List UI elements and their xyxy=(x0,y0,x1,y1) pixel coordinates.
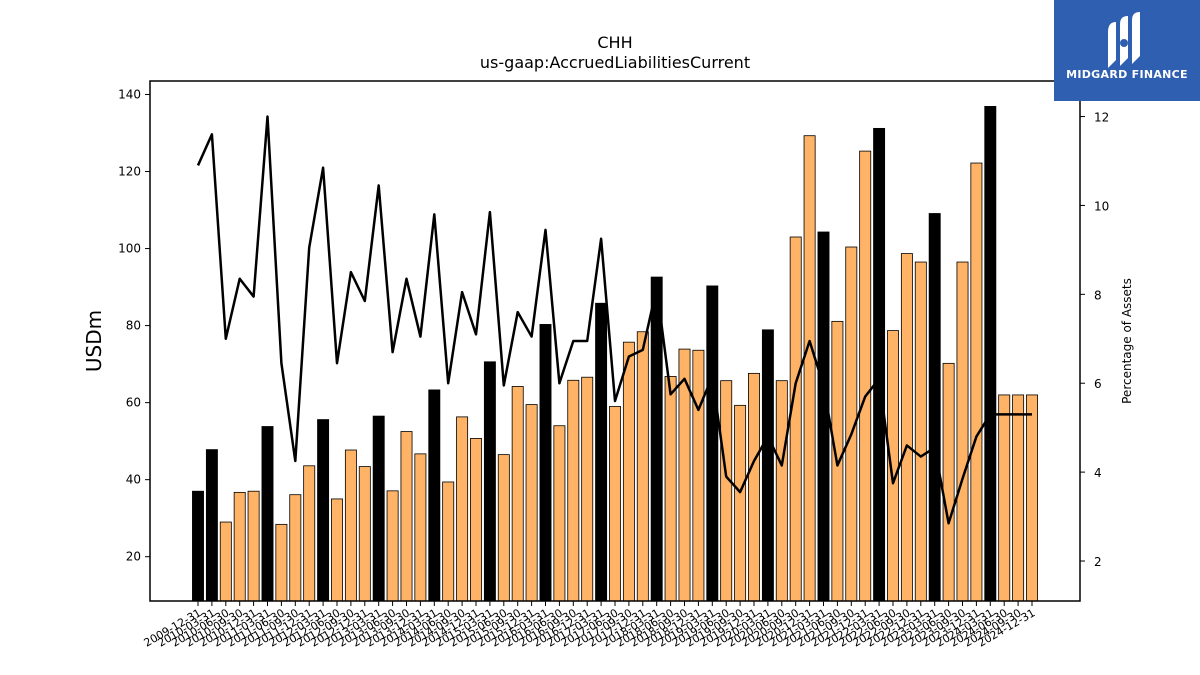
bar xyxy=(748,372,760,602)
bar xyxy=(609,406,621,602)
bar xyxy=(636,331,649,602)
y-axis-right: 2 4 6 8 10 12 xyxy=(1080,111,1109,569)
bar xyxy=(859,150,872,602)
y-tick-label: 100 xyxy=(118,242,141,256)
bar xyxy=(511,386,524,602)
x-axis: 2009-12-312010-03-312010-06-302010-09-30… xyxy=(142,601,1038,650)
bar xyxy=(900,253,913,602)
y2-tick-label: 12 xyxy=(1094,111,1109,125)
bar xyxy=(372,415,385,602)
bar xyxy=(470,438,482,602)
y-tick-label: 40 xyxy=(126,473,141,487)
bar xyxy=(706,285,719,602)
y2-tick-label: 10 xyxy=(1094,199,1109,213)
bar xyxy=(720,380,733,602)
bar xyxy=(581,376,594,602)
bar xyxy=(553,425,566,602)
bar xyxy=(595,302,608,602)
bar xyxy=(803,135,816,602)
brand-logo-text: MIDGARD FINANCE xyxy=(1066,68,1188,81)
bar xyxy=(567,379,580,602)
bar xyxy=(275,523,288,602)
bar xyxy=(442,481,455,602)
y-tick-label: 20 xyxy=(126,550,141,564)
bar xyxy=(664,376,677,602)
bar xyxy=(1026,394,1038,602)
bar xyxy=(358,466,371,602)
y-axis-left: 20 40 60 80 100 120 140 xyxy=(118,87,150,564)
bar xyxy=(956,261,969,602)
bar xyxy=(303,465,316,602)
bar xyxy=(1012,394,1025,602)
bar xyxy=(873,127,886,602)
bar xyxy=(942,362,955,602)
y2-tick-label: 2 xyxy=(1094,555,1102,569)
bar xyxy=(261,426,274,602)
bar xyxy=(928,213,941,602)
y2-tick-label: 4 xyxy=(1094,466,1102,480)
y-tick-label: 80 xyxy=(126,319,141,333)
chart-title: CHH xyxy=(597,33,632,52)
bar xyxy=(331,498,343,602)
bar xyxy=(317,419,330,602)
bar xyxy=(289,494,302,602)
bar xyxy=(219,521,232,602)
bar xyxy=(428,389,441,602)
bar xyxy=(456,416,469,602)
y-tick-label: 120 xyxy=(118,165,141,179)
bar xyxy=(525,404,538,602)
bar xyxy=(817,231,830,602)
bar xyxy=(775,380,788,602)
line-series xyxy=(196,115,1032,525)
bar xyxy=(998,394,1011,602)
bar xyxy=(414,453,427,602)
y2-tick-label: 6 xyxy=(1094,377,1102,391)
bar xyxy=(205,449,218,602)
chart-subtitle: us-gaap:AccruedLiabilitiesCurrent xyxy=(480,53,750,72)
bar-series xyxy=(192,106,1038,602)
bar xyxy=(192,490,204,602)
y-axis-right-label: Percentage of Assets xyxy=(1120,278,1134,404)
bar xyxy=(887,330,899,602)
y-tick-label: 60 xyxy=(126,396,141,410)
bar xyxy=(622,341,635,602)
bar xyxy=(914,261,927,602)
bar xyxy=(247,490,260,602)
percentage-line xyxy=(196,115,1032,525)
bar xyxy=(789,236,802,602)
midgard-logo-icon xyxy=(1108,12,1140,68)
y-tick-label: 140 xyxy=(118,87,141,101)
bar xyxy=(386,490,399,602)
bar xyxy=(400,431,413,602)
bar xyxy=(970,162,983,602)
bar xyxy=(233,491,246,602)
bar xyxy=(483,361,496,602)
y2-tick-label: 8 xyxy=(1094,288,1102,302)
brand-logo: MIDGARD FINANCE xyxy=(1054,0,1200,101)
bar xyxy=(497,454,510,602)
bar xyxy=(984,106,997,602)
bar xyxy=(344,449,357,602)
bar xyxy=(692,349,705,602)
y-axis-left-label: USDm xyxy=(82,310,106,372)
bar xyxy=(539,324,552,602)
bar xyxy=(761,329,774,602)
bar xyxy=(734,404,747,602)
